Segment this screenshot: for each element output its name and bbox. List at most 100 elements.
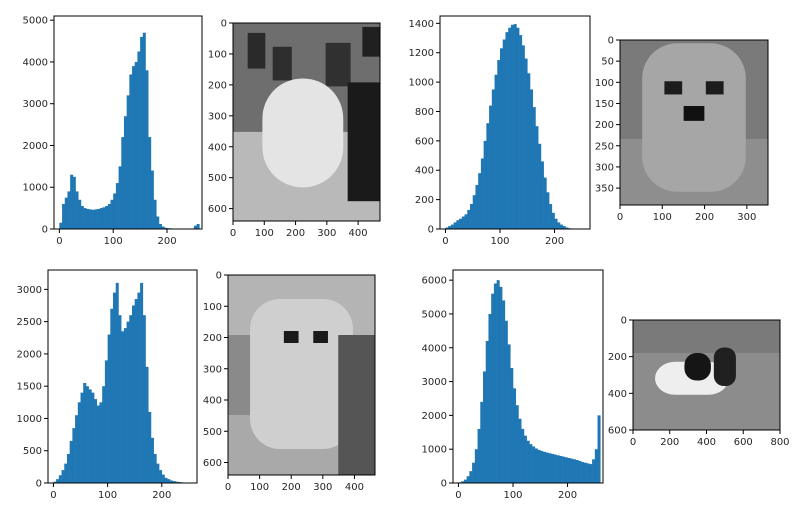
y-tick-label: 3000: [17, 285, 42, 296]
x-tick-label: 200: [695, 212, 714, 223]
x-tick-label: 300: [317, 228, 336, 239]
x-tick-label: 100: [490, 236, 509, 247]
histogram-bar: [543, 451, 547, 483]
x-tick-label: 300: [737, 212, 756, 223]
histogram-bar: [115, 282, 119, 483]
x-tick-label: 300: [313, 482, 332, 493]
y-tick-label: 3000: [422, 377, 447, 388]
histogram-bar: [121, 331, 125, 483]
histogram-bar: [445, 227, 449, 229]
histogram-bar: [532, 446, 536, 483]
histogram-bar: [548, 453, 552, 483]
histogram-bar: [502, 300, 506, 483]
histogram-bar: [83, 208, 87, 229]
histogram-bar: [532, 107, 536, 229]
histogram-bar: [102, 207, 106, 229]
histogram-bar: [118, 166, 122, 229]
histogram-bar: [102, 386, 106, 483]
histogram-bar: [534, 448, 538, 483]
histogram-bar: [463, 479, 467, 483]
histogram-bar: [175, 481, 179, 483]
histogram-bar: [193, 225, 197, 229]
x-tick-label: 0: [617, 212, 623, 223]
x-tick-label: 100: [98, 490, 117, 501]
x-tick-label: 200: [152, 490, 171, 501]
y-tick-label: 400: [608, 389, 627, 400]
histogram-bar: [592, 459, 596, 483]
histogram-bar: [126, 321, 130, 483]
axes-frame: [227, 274, 376, 476]
x-tick-label: 100: [250, 482, 269, 493]
y-tick-label: 1000: [23, 183, 48, 194]
y-tick-label: 350: [595, 184, 614, 195]
histogram-bar: [472, 195, 476, 229]
histogram-bar: [64, 463, 68, 483]
histogram-bar: [459, 218, 463, 229]
histogram-bar: [56, 479, 60, 483]
histogram-bar: [515, 405, 519, 483]
x-tick-label: 200: [286, 228, 305, 239]
histogram-bar: [142, 32, 146, 229]
y-tick-label: 400: [203, 396, 222, 407]
histogram-bar: [467, 209, 471, 229]
histogram-bar: [62, 203, 66, 229]
histogram-bar: [169, 480, 173, 483]
histogram-bar: [129, 74, 133, 230]
histogram-bar: [562, 226, 566, 229]
histogram-bar: [573, 459, 577, 483]
histogram-bar: [505, 32, 509, 230]
histogram-bar: [551, 453, 555, 483]
axes-frame: [632, 319, 781, 431]
x-tick-label: 200: [157, 236, 176, 247]
histogram-bar: [91, 209, 95, 229]
histogram-bar: [474, 449, 478, 483]
photo-region: [313, 331, 328, 343]
histogram-bar: [527, 73, 531, 229]
axes-frame: [47, 269, 198, 484]
y-tick-label: 150: [595, 99, 614, 110]
y-tick-label: 100: [595, 78, 614, 89]
y-tick-label: 1000: [409, 78, 434, 89]
histogram-bar: [153, 199, 157, 229]
histogram-bar: [96, 405, 100, 483]
y-tick-label: 200: [608, 352, 627, 363]
histogram-bar: [494, 74, 498, 229]
histogram-bar: [581, 462, 585, 483]
histogram-bar: [58, 475, 62, 483]
image-panel: 0 100 200 300 400 0 100 200 300 400 500 600: [208, 19, 381, 239]
histogram-bar: [75, 191, 79, 229]
y-tick-label: 1200: [409, 48, 434, 59]
histogram-bar: [491, 89, 495, 229]
histogram-bar: [137, 51, 141, 229]
y-tick-label: 2000: [422, 411, 447, 422]
histogram-bar: [538, 143, 542, 229]
y-tick-label: 200: [203, 333, 222, 344]
histogram-bar: [67, 191, 71, 229]
histogram-bar: [145, 366, 149, 483]
histogram-bar: [156, 463, 160, 483]
histogram-bar: [521, 428, 525, 483]
histogram-bar: [97, 208, 101, 229]
photo-region: [325, 42, 351, 87]
axes-frame: [452, 269, 604, 484]
histogram-bar: [453, 222, 457, 229]
histogram-bar: [137, 292, 141, 483]
histogram-bar: [489, 105, 493, 229]
y-tick-label: 600: [415, 136, 434, 147]
y-tick-label: 1000: [17, 414, 42, 425]
photo-region: [347, 82, 380, 202]
y-tick-label: 600: [208, 204, 227, 215]
histogram-bar: [508, 27, 512, 229]
histogram-bar: [72, 428, 76, 483]
x-tick-label: 400: [349, 228, 368, 239]
histogram-bar: [140, 36, 144, 229]
histogram-bar: [485, 341, 489, 483]
histogram-bar: [504, 320, 508, 483]
histogram-bar: [132, 66, 136, 229]
histogram-bar: [450, 224, 454, 229]
histogram-bar: [156, 216, 160, 229]
y-tick-label: 600: [608, 426, 627, 437]
photo-region: [247, 32, 266, 69]
